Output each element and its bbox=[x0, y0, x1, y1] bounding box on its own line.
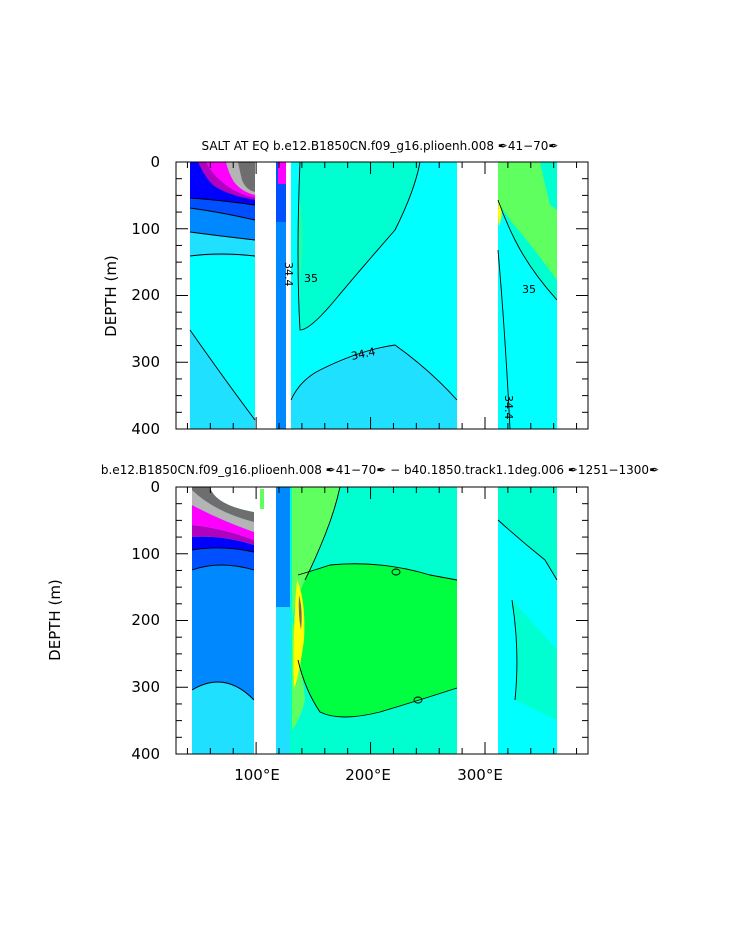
bottom-indian-gray bbox=[192, 490, 254, 532]
bottom-contour-ellipse-1 bbox=[391, 568, 401, 576]
bottom-indian-magenta bbox=[192, 505, 254, 540]
top-contour-label-5: 34.4 bbox=[502, 395, 515, 420]
top-contour-label-4: 34.4 bbox=[350, 345, 377, 363]
bottom-pacific-yellow bbox=[293, 580, 305, 690]
top-indian-darkgray bbox=[238, 162, 255, 192]
bottom-y-ticks bbox=[176, 486, 588, 755]
bottom-panel-title: b.e12.B1850CN.f09_g16.plioenh.008 ✒41−70… bbox=[101, 463, 659, 477]
top-x-ticks bbox=[186, 162, 578, 429]
bottom-contour-line-3 bbox=[191, 681, 255, 701]
bottom-x-ticks bbox=[186, 487, 578, 754]
top-y-axis-label: DEPTH (m) bbox=[102, 255, 120, 337]
bottom-indian-white bbox=[210, 487, 254, 512]
bottom-strip-c bbox=[260, 489, 264, 509]
top-panel: SALT AT EQ b.e12.B1850CN.f09_g16.plioenh… bbox=[102, 139, 589, 438]
top-contour-line-4 bbox=[189, 253, 256, 257]
top-pacific-aqua bbox=[298, 162, 420, 330]
bottom-x-tick-label-300: 300°E bbox=[457, 766, 503, 784]
top-y-tick-label-200: 200 bbox=[131, 286, 160, 304]
bottom-indian-blue bbox=[192, 547, 254, 570]
top-y-tick-label-400: 400 bbox=[131, 420, 160, 438]
bottom-y-tick-label-0: 0 bbox=[150, 478, 160, 496]
bottom-x-tick-label-100: 100°E bbox=[234, 766, 280, 784]
bottom-panel: b.e12.B1850CN.f09_g16.plioenh.008 ✒41−70… bbox=[46, 463, 659, 784]
bottom-contour-line-4 bbox=[297, 563, 458, 581]
top-strip-a bbox=[276, 162, 286, 429]
bottom-indian-purple bbox=[192, 525, 254, 545]
top-y-tick-label-0: 0 bbox=[150, 153, 160, 171]
top-contour-label-3: 35 bbox=[522, 283, 536, 296]
top-y-tick-label-100: 100 bbox=[131, 220, 160, 238]
bottom-y-tick-label-300: 300 bbox=[131, 678, 160, 696]
top-pacific-sky bbox=[291, 345, 457, 429]
bottom-contour-line-8 bbox=[511, 599, 518, 701]
top-panel-title: SALT AT EQ b.e12.B1850CN.f09_g16.plioenh… bbox=[202, 139, 559, 153]
top-contour-label-1: 34.4 bbox=[282, 262, 295, 287]
bottom-contour-fill bbox=[192, 487, 557, 754]
bottom-y-axis-label: DEPTH (m) bbox=[46, 579, 64, 661]
bottom-contour-lines bbox=[191, 487, 558, 718]
top-contour-line-1 bbox=[189, 197, 256, 206]
top-y-tick-label-300: 300 bbox=[131, 353, 160, 371]
top-strip-b bbox=[276, 162, 286, 222]
top-contour-fill bbox=[190, 162, 557, 429]
top-indian-deep bbox=[190, 330, 255, 429]
top-atlantic-green bbox=[498, 162, 557, 280]
bottom-indian-darkgray bbox=[192, 487, 254, 522]
top-contour-line-5 bbox=[189, 329, 256, 421]
bottom-x-tick-label-200: 200°E bbox=[345, 766, 391, 784]
bottom-y-tick-label-100: 100 bbox=[131, 545, 160, 563]
bottom-atlantic-aqua bbox=[512, 600, 557, 720]
top-contour-line-7 bbox=[290, 344, 458, 401]
top-pacific-mint bbox=[298, 200, 303, 280]
bottom-pacific-darkgray bbox=[298, 595, 302, 630]
bottom-contour-line-7 bbox=[497, 519, 558, 581]
top-contour-label-2: 35 bbox=[304, 272, 318, 285]
top-contour-line-9 bbox=[497, 249, 511, 429]
bottom-pacific-green bbox=[298, 563, 457, 717]
bottom-pacific-lightgreen bbox=[292, 487, 340, 620]
bottom-indian-midblue bbox=[192, 565, 254, 700]
bottom-contour-line-1 bbox=[191, 547, 255, 553]
top-contour-line-8 bbox=[497, 199, 558, 301]
top-contour-line-2 bbox=[189, 207, 256, 221]
top-contour-line-3 bbox=[189, 231, 256, 241]
top-contour-lines bbox=[189, 162, 558, 429]
top-contour-line-6 bbox=[297, 162, 421, 331]
top-y-ticks bbox=[176, 161, 588, 430]
bottom-contour-line-2 bbox=[191, 564, 255, 571]
bottom-y-tick-label-400: 400 bbox=[131, 745, 160, 763]
top-strip-c bbox=[278, 162, 286, 184]
bottom-y-tick-label-200: 200 bbox=[131, 611, 160, 629]
bottom-strip-b bbox=[276, 487, 290, 607]
bottom-contour-ellipse-2 bbox=[413, 696, 423, 704]
bottom-contour-line-6 bbox=[304, 487, 341, 581]
